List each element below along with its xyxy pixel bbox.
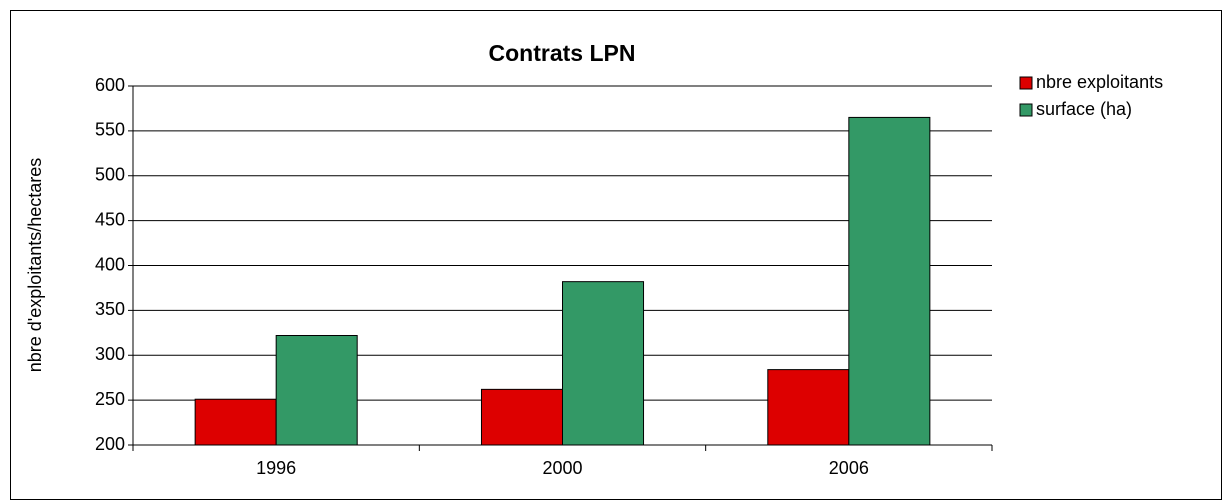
y-axis-label: nbre d'exploitants/hectares	[25, 158, 45, 373]
chart-title: Contrats LPN	[489, 40, 636, 66]
legend-swatch	[1019, 103, 1033, 117]
legend-swatch	[1019, 76, 1033, 90]
y-tick-label: 300	[95, 344, 125, 364]
x-tick-label: 2000	[542, 458, 582, 478]
bar	[194, 398, 277, 446]
bar	[848, 116, 931, 446]
y-tick-label: 200	[95, 434, 125, 454]
x-tick-label: 2006	[829, 458, 869, 478]
y-tick-label: 250	[95, 389, 125, 409]
y-tick-label: 350	[95, 299, 125, 319]
y-tick-label: 450	[95, 209, 125, 229]
y-tick-label: 550	[95, 120, 125, 140]
legend-label: nbre exploitants	[1036, 72, 1163, 92]
bar	[562, 281, 645, 446]
y-tick-label: 400	[95, 254, 125, 274]
bar	[480, 388, 563, 446]
y-tick-label: 600	[95, 75, 125, 95]
bar	[275, 335, 358, 446]
y-tick-label: 500	[95, 165, 125, 185]
x-tick-label: 1996	[256, 458, 296, 478]
legend-label: surface (ha)	[1036, 99, 1132, 119]
bar	[767, 369, 850, 446]
